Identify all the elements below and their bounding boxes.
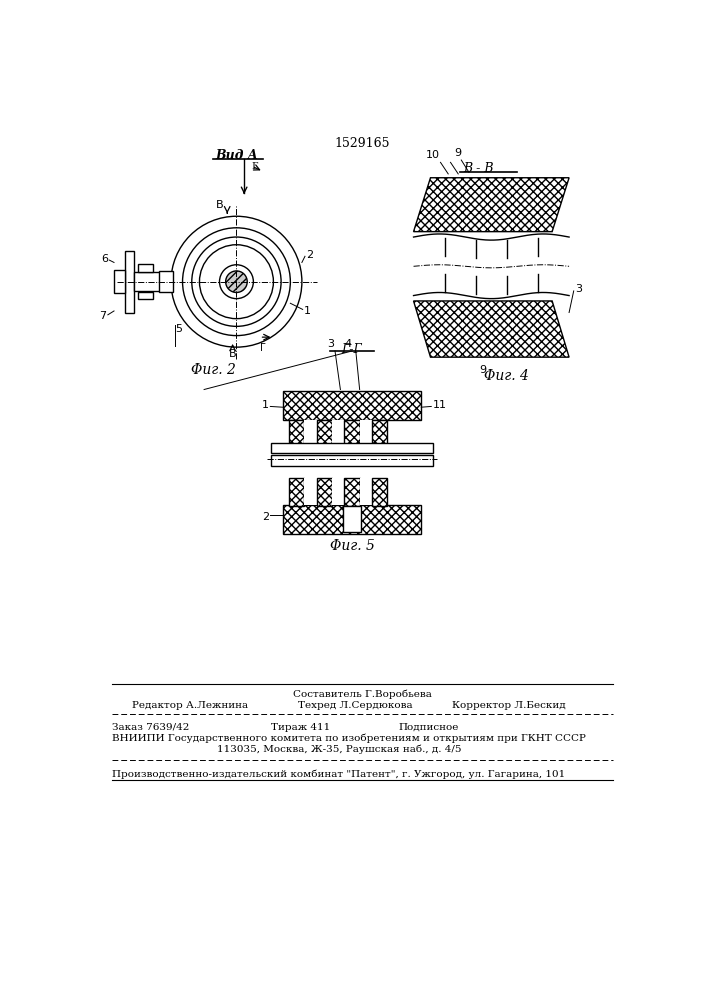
Bar [288,478,304,506]
Bar [138,264,153,272]
Bar [134,272,171,291]
Text: Г: Г [259,343,266,353]
Bar [158,271,173,292]
Bar [360,420,372,447]
Bar [271,443,433,453]
Bar [304,420,317,447]
Text: 1: 1 [304,306,311,316]
Text: B: B [229,349,236,359]
Text: Г-Г: Г-Г [341,343,362,356]
Text: 5: 5 [175,324,182,334]
Bar [343,506,361,532]
Bar [317,478,332,506]
Text: Тираж 411: Тираж 411 [271,723,330,732]
Text: 1: 1 [262,400,269,410]
Text: 113035, Москва, Ж-35, Раушская наб., д. 4/5: 113035, Москва, Ж-35, Раушская наб., д. … [217,744,462,754]
Bar [304,478,317,505]
Text: ВНИИПИ Государственного комитета по изобретениям и открытиям при ГКНТ СССР: ВНИИПИ Государственного комитета по изоб… [112,734,585,743]
Bar [332,478,344,505]
Polygon shape [414,301,569,357]
Text: B - B: B - B [464,162,494,175]
Text: 10: 10 [426,150,440,160]
Bar [125,251,134,312]
Bar [344,478,360,506]
Text: Φиг. 4: Φиг. 4 [484,369,528,383]
Text: Корректор Л.Бескид: Корректор Л.Бескид [452,701,566,710]
Text: 11: 11 [433,400,447,410]
Text: 3: 3 [327,339,334,349]
Text: 9: 9 [455,148,462,158]
Text: Φиг. 2: Φиг. 2 [191,363,235,377]
Text: Г: Г [252,162,258,171]
Circle shape [226,271,247,292]
Text: 2: 2 [305,250,313,260]
Bar [114,270,125,293]
Bar [344,420,360,447]
Text: 1529165: 1529165 [334,137,390,150]
Text: 4: 4 [344,339,351,349]
Text: Заказ 7639/42: Заказ 7639/42 [112,723,189,732]
Bar [271,455,433,466]
Text: 6: 6 [101,254,108,264]
Text: Вид A: Вид A [215,149,257,162]
Polygon shape [414,178,569,232]
Bar [283,505,421,534]
Text: Составитель Г.Воробьева: Составитель Г.Воробьева [293,689,431,699]
Text: Подписное: Подписное [398,723,459,732]
Text: 9: 9 [479,365,486,375]
Bar [138,292,153,299]
Text: Редактор А.Лежнина: Редактор А.Лежнина [132,701,249,710]
Bar [332,420,344,447]
Circle shape [219,265,253,299]
Text: 2: 2 [262,512,269,522]
Bar [283,391,421,420]
Text: B: B [216,200,223,210]
Text: Производственно-издательский комбинат "Патент", г. Ужгород, ул. Гагарина, 101: Производственно-издательский комбинат "П… [112,769,565,779]
Text: 7: 7 [99,311,106,321]
Text: Φиг. 5: Φиг. 5 [329,539,375,553]
Bar [372,478,387,506]
Text: 3: 3 [575,284,583,294]
Text: Техред Л.Сердюкова: Техред Л.Сердюкова [298,701,413,710]
Bar [317,420,332,447]
Bar [360,478,372,505]
Bar [372,420,387,447]
Bar [288,420,304,447]
